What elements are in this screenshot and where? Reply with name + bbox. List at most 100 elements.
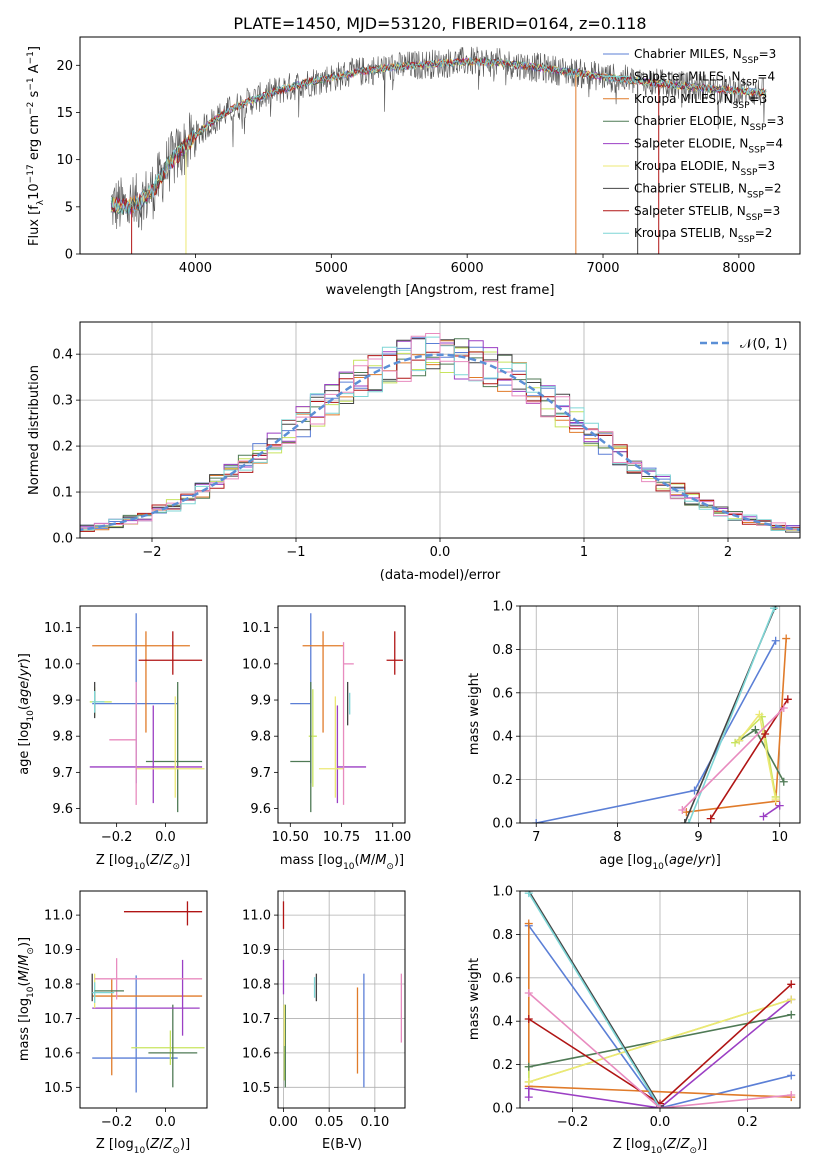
y-axis-label: mass weight	[467, 958, 482, 1040]
errorbar-point	[148, 1004, 198, 1088]
x-tick-label: 0.0	[155, 830, 176, 845]
weight-marker	[690, 786, 699, 795]
axes: 7 8 9 10 0.0 0.2 0.4 0.6 0.8 1.0	[492, 600, 801, 845]
y-axis-label: Flux [fλ10−17 erg cm−2 s−1 A−1]	[26, 46, 46, 246]
y-tick-label: 0.1	[52, 486, 73, 501]
axes: −0.2 0.0 9.6 9.7 9.8 9.9 10.0 10.1	[44, 605, 208, 845]
weight-marker	[759, 812, 768, 821]
y-tick-label: 10.0	[242, 657, 271, 672]
x-tick-label: 11.00	[374, 830, 411, 845]
grid-lines	[520, 890, 800, 1109]
weight-marker	[787, 1071, 796, 1080]
axes-frame	[79, 890, 208, 1109]
weight-marker	[787, 1090, 796, 1099]
errorbar-point	[92, 690, 105, 713]
weight-marker	[524, 1015, 533, 1024]
axes-frame	[519, 605, 801, 824]
y-tick-label: 0.8	[492, 928, 513, 943]
weight-marker	[731, 738, 740, 747]
weight-line	[536, 640, 777, 823]
weight-marker	[524, 1093, 533, 1102]
weight-line	[528, 925, 792, 1108]
y-tick-label: 0.8	[492, 643, 513, 658]
axes: 4000 5000 6000 7000 8000 0 5 10 15 20	[56, 36, 801, 276]
weight-line	[528, 992, 792, 1108]
weight-marker	[787, 980, 796, 989]
x-tick-label: 4000	[179, 261, 212, 276]
weight-marker	[779, 777, 788, 786]
weight-line	[528, 892, 661, 1108]
legend-entry: Kroupa ELODIE, NSSP=3	[634, 159, 775, 178]
x-axis-label: E(B-V)	[322, 1137, 362, 1152]
y-tick-label: 10.9	[242, 943, 271, 958]
legend-entry: Chabrier ELODIE, NSSP=3	[634, 114, 784, 133]
axes: −2 −1 0.0 1 2 0.0 0.1 0.2 0.3 0.4	[52, 321, 801, 560]
x-tick-label: 10.50	[272, 830, 309, 845]
model-spectrum-line	[110, 57, 767, 215]
plot-area	[524, 891, 796, 1108]
y-tick-label: 15	[56, 106, 73, 121]
weight-marker	[524, 1062, 533, 1071]
x-tick-label: 0.2	[737, 1115, 758, 1130]
errorbar-point	[92, 613, 178, 784]
y-tick-label: 0.2	[492, 1058, 513, 1073]
errorbar-point	[308, 689, 317, 787]
x-axis-label: age [log10(age/yr)]	[599, 853, 721, 872]
y-tick-label: 0.0	[492, 817, 513, 832]
legend-entry: Salpeter ELODIE, NSSP=4	[634, 137, 783, 156]
y-tick-label: 0.4	[492, 730, 513, 745]
y-tick-label: 0.0	[492, 1102, 513, 1117]
errorbar-point	[89, 705, 203, 804]
weight-line	[527, 998, 792, 1108]
y-tick-label: 9.6	[250, 802, 271, 817]
errorbar-point	[131, 1030, 205, 1065]
axes-frame	[277, 890, 406, 1109]
axes-frame	[277, 605, 406, 824]
weight-line	[681, 707, 785, 811]
y-tick-label: 10.8	[44, 978, 73, 993]
mass-vs-metallicity-panel: −0.2 0.0 10.5 10.6 10.7 10.8 10.9 11.0 Z [log10(…	[17, 890, 208, 1156]
x-tick-label: 0.0	[430, 545, 451, 560]
x-tick-label: 6000	[451, 261, 484, 276]
spectrum-panel: 4000 5000 6000 7000 8000 0 5 10 15 20 Chabrier MIL…	[26, 36, 801, 298]
y-tick-label: 10.8	[242, 978, 271, 993]
weight-marker	[680, 819, 689, 823]
legend-entry: Salpeter MILES, NSSP=4	[634, 69, 775, 88]
errorbar-point	[290, 681, 312, 813]
plot-area	[282, 901, 402, 1088]
y-tick-label: 0.3	[52, 394, 73, 409]
weight-series	[678, 703, 788, 814]
x-tick-label: 0.10	[360, 1115, 389, 1130]
x-tick-label: 7000	[586, 261, 619, 276]
y-tick-label: 0.2	[492, 773, 513, 788]
grid-lines	[278, 891, 405, 1108]
y-tick-label: 9.9	[250, 694, 271, 709]
y-tick-label: 0	[65, 248, 73, 263]
legend-entry: Kroupa MILES, NSSP=3	[634, 92, 767, 111]
errorbar-point	[94, 958, 203, 1000]
x-axis-label: Z [log10(Z/Z⊙)]	[96, 1137, 190, 1156]
x-tick-label: 5000	[315, 261, 348, 276]
weight-marker	[787, 1010, 796, 1019]
y-tick-label: 0.6	[492, 686, 513, 701]
weight-marker	[524, 919, 533, 928]
errorbar-point	[92, 631, 190, 733]
y-tick-label: 10.5	[44, 1081, 73, 1096]
weight-series	[524, 995, 796, 1086]
y-axis-label: mass weight	[467, 673, 482, 755]
weight-marker	[783, 695, 792, 704]
y-tick-label: 1.0	[492, 885, 513, 900]
plot-area	[290, 613, 403, 813]
age-vs-metallicity-panel: −0.2 0.0 9.6 9.7 9.8 9.9 10.0 10.1 Z [log10(Z/Z⊙…	[17, 605, 208, 872]
legend-entry: 𝒩(0, 1)	[740, 337, 787, 352]
y-tick-label: 10.0	[44, 657, 73, 672]
y-tick-label: 0.4	[52, 348, 73, 363]
weight-series	[759, 801, 784, 821]
x-tick-label: 0.00	[269, 1115, 298, 1130]
y-tick-label: 0.2	[52, 440, 73, 455]
y-tick-label: 1.0	[492, 600, 513, 615]
errorbar-point	[386, 631, 403, 675]
y-tick-label: 20	[56, 59, 73, 74]
x-tick-label: 10.75	[323, 830, 360, 845]
